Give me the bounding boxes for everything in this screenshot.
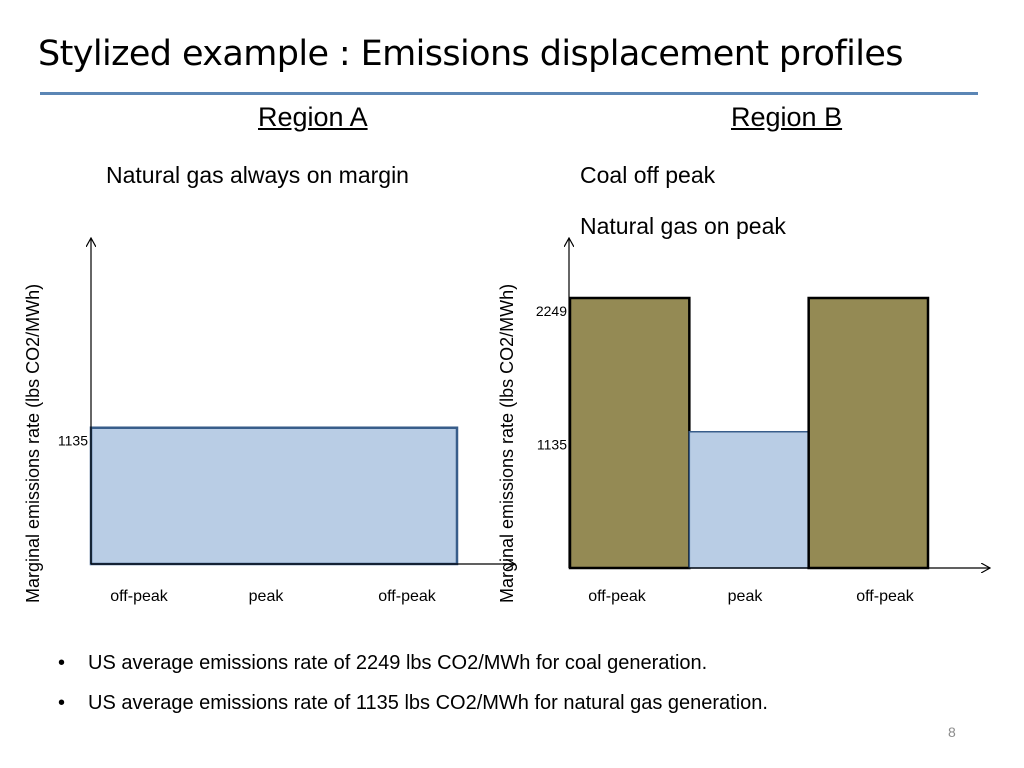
bullet-text: US average emissions rate of 2249 lbs CO…	[88, 652, 708, 674]
region-a-bar	[89, 426, 459, 566]
bullet-dot: •	[58, 692, 66, 714]
region-b-x-category-label: peak	[728, 588, 764, 605]
bullet-list: • US average emissions rate of 2249 lbs C…	[58, 650, 768, 730]
region-b-bar-1	[568, 296, 691, 570]
bullet-coal-rate: • US average emissions rate of 2249 lbs C…	[58, 650, 768, 690]
region-b-title: Region B	[731, 102, 843, 132]
region-a-x-category-label: peak	[249, 588, 285, 605]
region-a-title: Region A	[258, 102, 368, 132]
region-b-x-category-label: off-peak	[588, 588, 647, 605]
region-b-note-peak: Natural gas on peak	[580, 213, 786, 239]
region-b-chart: 2249 1135 off-peak peak off-peak	[536, 238, 990, 605]
region-a-note: Natural gas always on margin	[106, 162, 409, 188]
region-b-y-tick-label: 1135	[537, 437, 567, 453]
region-b-bar-3	[807, 296, 930, 570]
page-number: 8	[948, 724, 956, 740]
region-b-y-tick-label: 2249	[536, 303, 567, 319]
region-a-x-category-label: off-peak	[110, 588, 169, 605]
bullet-text: US average emissions rate of 1135 lbs CO…	[88, 692, 768, 714]
region-b-bar-2	[688, 430, 810, 569]
region-b-note-offpeak: Coal off peak	[580, 162, 716, 188]
region-a-y-tick-label: 1135	[58, 433, 88, 449]
slide-title: Stylized example : Emissions displacemen…	[38, 34, 904, 74]
region-a-x-category-label: off-peak	[378, 588, 437, 605]
title-divider	[40, 92, 978, 95]
region-a-chart: 1135 off-peak peak off-peak	[58, 238, 515, 605]
bullet-gas-rate: • US average emissions rate of 1135 lbs C…	[58, 690, 768, 730]
bullet-dot: •	[58, 652, 66, 674]
region-b-x-category-label: off-peak	[856, 588, 915, 605]
